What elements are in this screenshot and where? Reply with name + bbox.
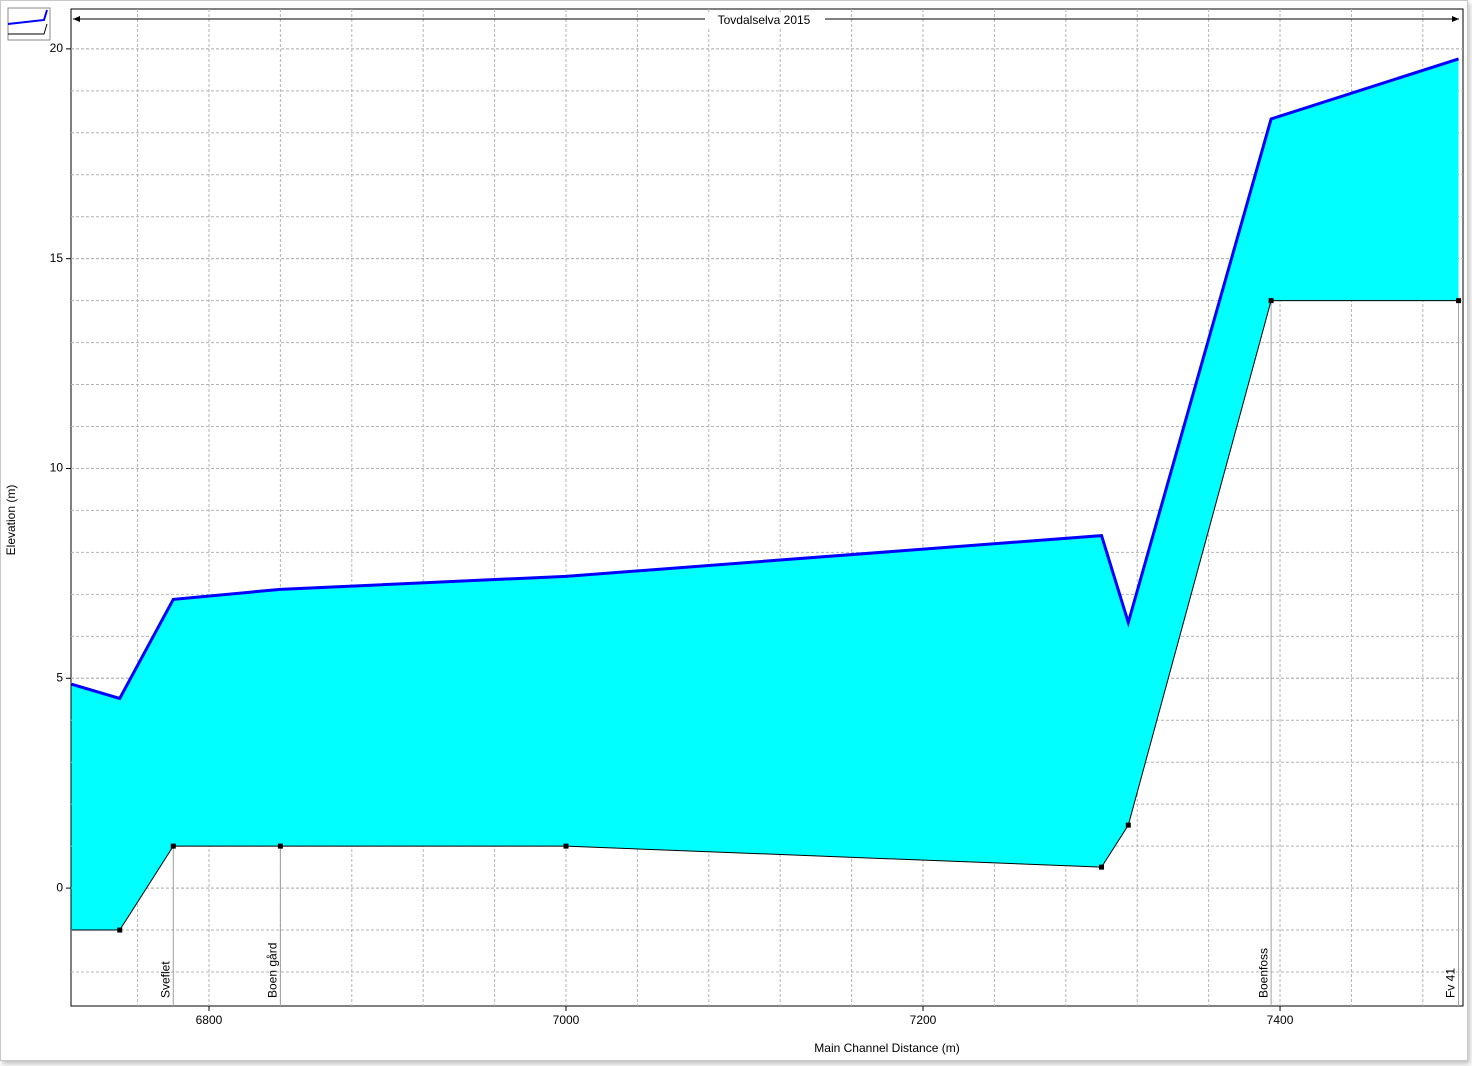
bed-point (117, 927, 123, 933)
bed-point (170, 843, 176, 849)
station-label: Boenfoss (1256, 948, 1270, 998)
x-tick-label: 7400 (1267, 1013, 1294, 1027)
title-bg (705, 12, 825, 28)
chart-title: Tovdalselva 2015 (718, 13, 811, 27)
station-label: Boen gård (266, 943, 280, 998)
x-tick-label: 6800 (196, 1013, 223, 1027)
plot-area (70, 8, 1464, 1007)
water-surface-line (71, 57, 1459, 701)
bed-point (1268, 298, 1274, 304)
x-tick-label: 7200 (910, 1013, 937, 1027)
y-tick-label: 5 (56, 670, 63, 684)
bed-point (1125, 822, 1131, 828)
station-label: Fv 41 (1444, 968, 1458, 998)
bed-point (1456, 298, 1462, 304)
station-label: Sveflet (158, 961, 172, 998)
bed-point (563, 843, 569, 849)
y-tick-label: 20 (50, 41, 64, 55)
water-fill (71, 58, 1459, 931)
x-axis-label: Main Channel Distance (m) (814, 1041, 959, 1055)
bed-point (277, 843, 283, 849)
x-tick-label: 7000 (553, 1013, 580, 1027)
y-tick-label: 10 (50, 461, 64, 475)
y-tick-label: 0 (56, 880, 63, 894)
corner-widget (7, 7, 51, 41)
bed-point (1099, 864, 1105, 870)
y-tick-label: 15 (50, 251, 64, 265)
y-axis-label: Elevation (m) (4, 485, 18, 556)
